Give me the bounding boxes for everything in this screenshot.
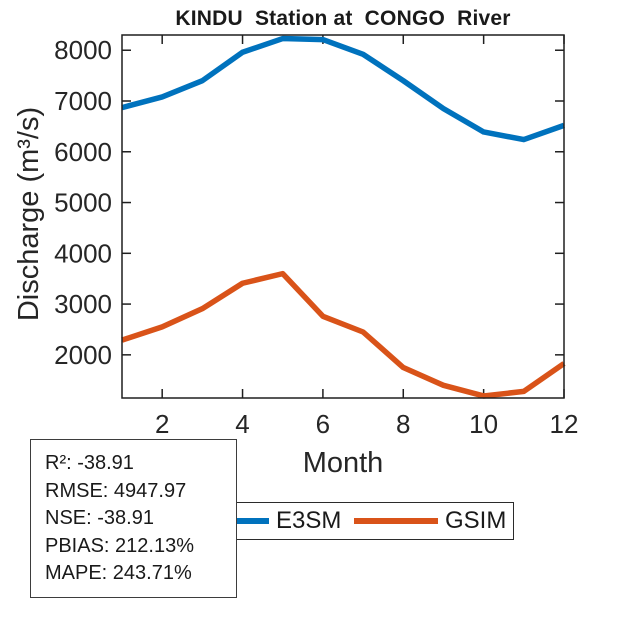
x-tick-label: 8 [396, 409, 410, 439]
stat-mape: MAPE: 243.71% [45, 562, 192, 584]
chart-title: KINDU Station at CONGO River [175, 7, 511, 30]
x-tick-label: 6 [316, 409, 330, 439]
gsim-legend-line-sample [354, 518, 438, 524]
plot-border [121, 34, 565, 399]
stat-nse: NSE: -38.91 [45, 507, 154, 529]
e3sm-line [121, 35, 565, 143]
x-tick-label: 2 [155, 409, 169, 439]
y-tick-label: 4000 [54, 238, 112, 268]
gsim-legend-label: GSIM [445, 507, 507, 534]
tick-labels: 2 4 6 8 10 12 2000 3000 4000 5000 6000 7000 8000 [54, 35, 578, 439]
y-tick-label: 5000 [54, 188, 112, 218]
y-axis-label: Discharge (m³/s) [13, 107, 45, 321]
y-tick-label: 8000 [54, 35, 112, 65]
axis-ticks [122, 35, 565, 398]
x-tick-label: 4 [235, 409, 249, 439]
y-tick-label: 2000 [54, 340, 112, 370]
stat-pbias: PBIAS: 212.13% [45, 534, 194, 557]
stat-r2: R²: -38.91 [45, 452, 134, 474]
series-lines [121, 35, 566, 399]
stats-annotation-box: R²: -38.91 RMSE: 4947.97 NSE: -38.91 PBI… [30, 439, 237, 598]
y-tick-label: 3000 [54, 289, 112, 319]
x-tick-label: 12 [550, 409, 579, 439]
e3sm-legend-label: E3SM [276, 507, 342, 534]
x-tick-label: 10 [469, 409, 498, 439]
y-tick-label: 6000 [54, 137, 112, 167]
y-tick-label: 7000 [54, 86, 112, 116]
stat-rmse: RMSE: 4947.97 [45, 479, 187, 502]
x-axis-label: Month [303, 447, 384, 479]
gsim-line [121, 270, 566, 399]
